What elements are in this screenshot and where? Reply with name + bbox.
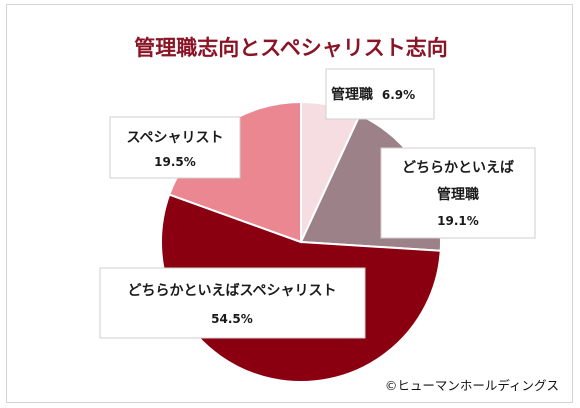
chart-title: 管理職志向とスペシャリスト志向 (134, 36, 448, 60)
slice-label-kanrishoku: 管理職 (331, 86, 373, 103)
chart-frame: 管理職志向とスペシャリスト志向 管理職 6.9% どちらかといえば 管理職 19… (6, 4, 573, 403)
data-label-dochira-kanrishoku: どちらかといえば 管理職 19.1% (380, 147, 536, 239)
slice-value-dochira-kanrishoku: 19.1% (437, 214, 479, 228)
slice-label-dochira-kanrishoku-line2: 管理職 (437, 186, 479, 203)
slice-value-dochira-specialist: 54.5% (211, 312, 253, 326)
data-label-dochira-specialist: どちらかといえばスペシャリスト 54.5% (99, 267, 366, 339)
data-label-kanrishoku: 管理職 6.9% (325, 68, 435, 120)
copyright-credit: ©ヒューマンホールディングス (385, 378, 559, 393)
data-label-specialist: スペシャリスト 19.5% (109, 116, 241, 179)
slice-value-kanrishoku: 6.9% (382, 88, 415, 102)
slice-label-dochira-kanrishoku-line1: どちらかといえば (402, 160, 514, 176)
svg-text:管理職 6.9%: 管理職 6.9% (331, 86, 415, 103)
slice-label-dochira-specialist: どちらかといえばスペシャリスト (127, 283, 336, 299)
slice-value-specialist: 19.5% (154, 155, 196, 169)
slice-label-specialist: スペシャリスト (126, 130, 223, 146)
pie-chart: 管理職志向とスペシャリスト志向 管理職 6.9% どちらかといえば 管理職 19… (99, 36, 559, 393)
